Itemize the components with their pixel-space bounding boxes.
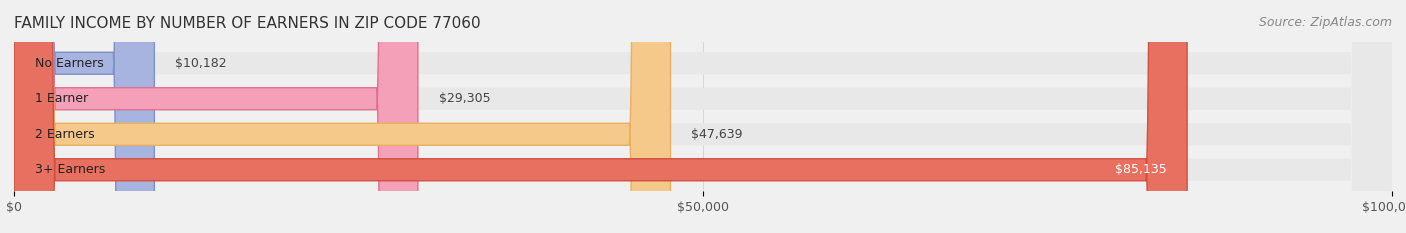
- Text: No Earners: No Earners: [35, 57, 104, 70]
- Text: $10,182: $10,182: [174, 57, 226, 70]
- FancyBboxPatch shape: [14, 0, 1392, 233]
- FancyBboxPatch shape: [14, 0, 418, 233]
- Text: $47,639: $47,639: [692, 128, 742, 141]
- Text: FAMILY INCOME BY NUMBER OF EARNERS IN ZIP CODE 77060: FAMILY INCOME BY NUMBER OF EARNERS IN ZI…: [14, 16, 481, 31]
- FancyBboxPatch shape: [14, 0, 1392, 233]
- FancyBboxPatch shape: [14, 0, 671, 233]
- Text: 3+ Earners: 3+ Earners: [35, 163, 105, 176]
- Text: $29,305: $29,305: [439, 92, 491, 105]
- FancyBboxPatch shape: [14, 0, 1392, 233]
- FancyBboxPatch shape: [14, 0, 1187, 233]
- FancyBboxPatch shape: [14, 0, 155, 233]
- Text: 1 Earner: 1 Earner: [35, 92, 87, 105]
- Text: Source: ZipAtlas.com: Source: ZipAtlas.com: [1258, 16, 1392, 29]
- Text: $85,135: $85,135: [1115, 163, 1167, 176]
- Text: 2 Earners: 2 Earners: [35, 128, 94, 141]
- FancyBboxPatch shape: [14, 0, 1392, 233]
